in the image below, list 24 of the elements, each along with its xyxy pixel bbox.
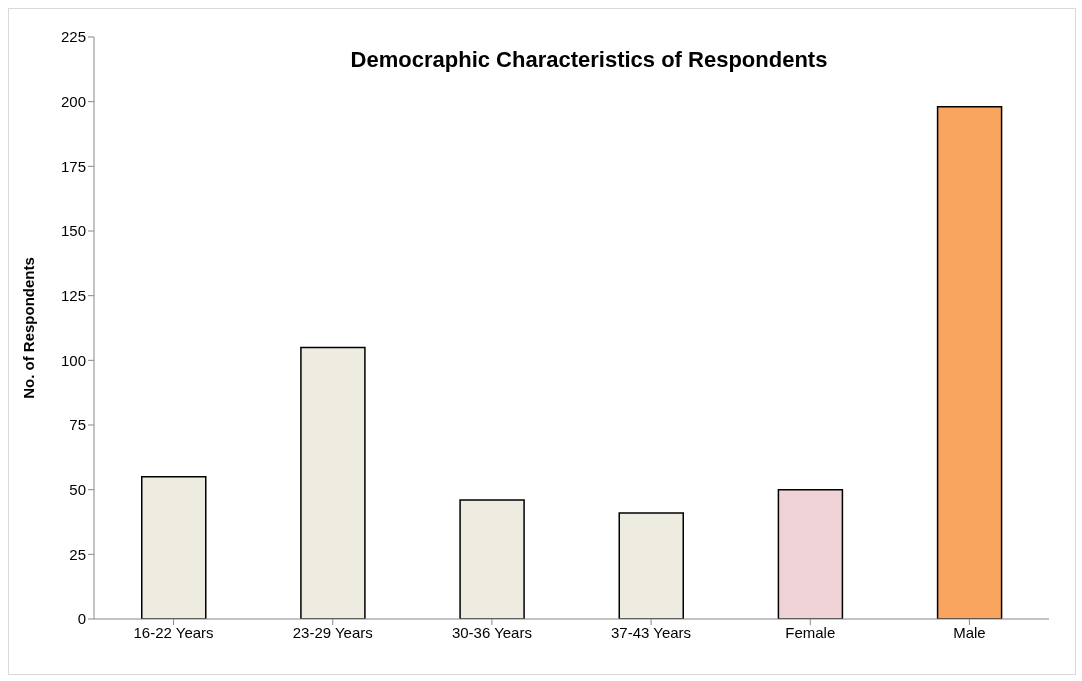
x-tick-label: 37-43 Years [611, 623, 692, 641]
x-tick-label: 23-29 Years [292, 623, 373, 641]
y-tick-label: 225 [60, 28, 86, 46]
bar [777, 488, 844, 619]
y-axis-title: No. of Respondents [20, 257, 38, 399]
x-tick-label: 30-36 Years [451, 623, 532, 641]
y-tick-label: 0 [77, 610, 86, 628]
bar [300, 346, 366, 619]
bar [936, 106, 1003, 619]
x-tick-label: 16-22 Years [133, 623, 214, 641]
y-tick-label: 100 [60, 351, 86, 369]
y-tick-label: 50 [69, 480, 86, 498]
bar [618, 512, 684, 619]
x-tick-label: Male [953, 623, 986, 641]
y-tick-label: 200 [60, 92, 86, 110]
y-tick-label: 150 [60, 222, 86, 240]
y-tick-label: 75 [69, 416, 86, 434]
bar [459, 499, 525, 619]
y-tick-label: 25 [69, 545, 86, 563]
bar [141, 475, 207, 619]
y-tick-label: 175 [60, 157, 86, 175]
x-tick-label: Female [785, 623, 836, 641]
y-tick-label: 125 [60, 286, 86, 304]
text: Democraphic Characteristics of Respondents [349, 47, 829, 73]
